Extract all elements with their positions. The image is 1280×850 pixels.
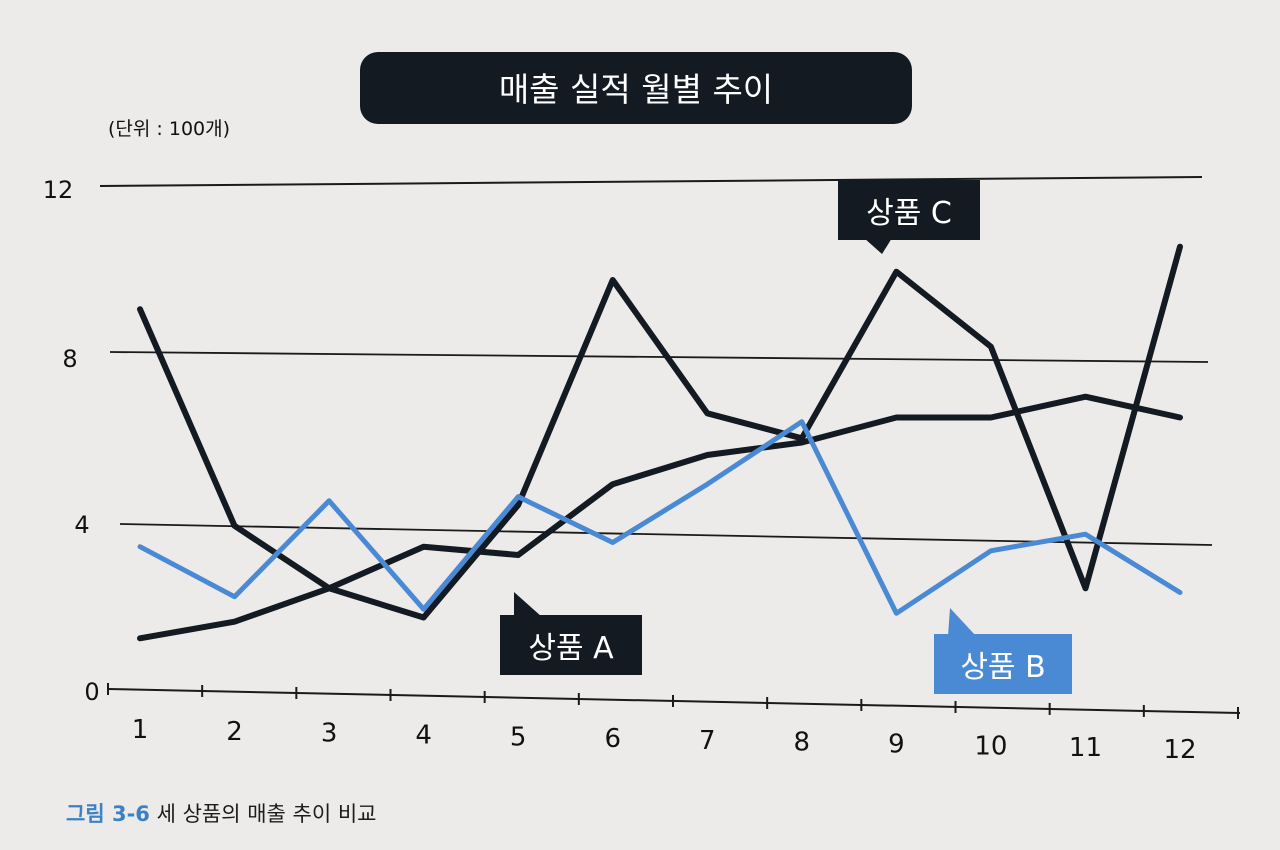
- x-tick-label: 2: [226, 717, 243, 747]
- series-layer: [137, 243, 1183, 642]
- x-tick-label: 8: [794, 728, 811, 758]
- callout-b-label: 상품 B: [960, 650, 1045, 685]
- callout-series-a: 상품 A: [500, 592, 642, 675]
- callout-a-box: [500, 615, 642, 675]
- x-tick-label: 1: [132, 715, 149, 745]
- x-tick-label: 6: [604, 724, 621, 754]
- callout-b-box: [934, 634, 1072, 694]
- x-tick-label: 5: [510, 722, 527, 752]
- callout-b-pointer: [948, 608, 976, 636]
- gridline-12: [99, 176, 1203, 187]
- callout-series-b: 상품 B: [934, 608, 1072, 694]
- x-tick-label: 3: [321, 719, 338, 749]
- figure-caption: 그림 3-6 세 상품의 매출 추이 비교: [66, 798, 376, 828]
- figure-label: 그림 3-6: [66, 802, 150, 826]
- series-line-c: [137, 243, 1183, 621]
- x-tick-label: 9: [888, 730, 905, 760]
- gridline-8: [109, 351, 1209, 363]
- chart-title: 매출 실적 월별 추이: [499, 70, 773, 109]
- x-tick-label: 10: [974, 731, 1007, 761]
- series-line-b: [137, 419, 1183, 616]
- series-line-a: [137, 393, 1183, 642]
- x-tick-label: 12: [1163, 735, 1196, 765]
- x-tick-label: 11: [1069, 733, 1102, 763]
- x-tick-label: 4: [415, 720, 432, 750]
- unit-label: (단위 : 100개): [108, 118, 230, 140]
- callout-c-label: 상품 C: [866, 196, 952, 231]
- x-axis-labels: 1 2 3 4 5 6 7 8 9 10 11 12: [132, 715, 1197, 765]
- x-axis-ticks: [107, 683, 1239, 719]
- y-tick-label-0: 0: [84, 678, 99, 706]
- y-tick-label-12: 12: [43, 176, 74, 204]
- callout-a-pointer: [514, 592, 542, 617]
- y-tick-label-8: 8: [62, 345, 77, 373]
- y-tick-label-4: 4: [74, 511, 89, 539]
- x-tick-label: 7: [699, 726, 716, 756]
- callout-series-c: 상품 C: [838, 180, 980, 254]
- callout-a-label: 상품 A: [528, 631, 614, 666]
- figure-caption-text: 세 상품의 매출 추이 비교: [156, 802, 377, 826]
- callout-c-pointer: [864, 238, 892, 254]
- callout-c-box: [838, 180, 980, 240]
- chart-title-box: [360, 52, 912, 124]
